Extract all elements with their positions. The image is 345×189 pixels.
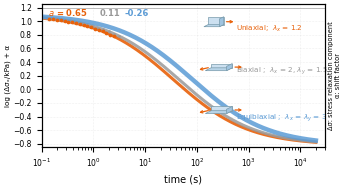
Point (81, 24, 87, 27)
Point (57, 18, 63, 21)
Point (63, 19, 68, 22)
Polygon shape (204, 25, 224, 27)
Point (69, 21, 75, 24)
Point (77, 23, 82, 26)
Polygon shape (205, 68, 232, 71)
Polygon shape (211, 106, 232, 111)
Point (111, 32, 117, 35)
Polygon shape (208, 17, 224, 25)
Point (96, 28, 102, 31)
Point (106, 30, 111, 33)
Polygon shape (205, 111, 232, 114)
Point (62, 19, 67, 22)
Point (92, 27, 98, 30)
X-axis label: time (s): time (s) (164, 175, 203, 185)
Point (111, 35, 117, 38)
Point (73, 22, 79, 25)
Text: $a$ = 0.65: $a$ = 0.65 (48, 7, 88, 19)
Point (79, 22, 85, 25)
Y-axis label: Δσ: stress relaxation component
α: shift factor: Δσ: stress relaxation component α: shift… (328, 21, 341, 130)
Text: 0.11: 0.11 (99, 9, 120, 19)
Point (89, 26, 94, 29)
Point (54, 18, 60, 21)
Polygon shape (227, 64, 232, 71)
Point (47, 17, 52, 20)
Polygon shape (227, 106, 232, 114)
Point (47, 17, 52, 20)
Point (84, 23, 90, 26)
Point (100, 28, 106, 31)
Point (90, 24, 95, 27)
Point (117, 35, 122, 38)
Y-axis label: log (Δσₓ/kPa) + α: log (Δσₓ/kPa) + α (4, 45, 11, 107)
Point (50, 18, 56, 21)
Point (108, 33, 113, 36)
Point (104, 31, 109, 34)
Point (66, 20, 71, 23)
Polygon shape (219, 17, 224, 27)
Text: Equibiaxial ;  $\lambda_x$ = $\lambda_y$ = 3: Equibiaxial ; $\lambda_x$ = $\lambda_y$ … (236, 113, 327, 124)
Point (52, 17, 58, 20)
Point (85, 25, 90, 28)
Point (73, 21, 79, 24)
Text: Uniaxial;  $\lambda_x$ = 1.2: Uniaxial; $\lambda_x$ = 1.2 (236, 23, 303, 34)
Point (100, 30, 106, 33)
Point (58, 19, 63, 22)
Point (95, 26, 100, 29)
Point (68, 20, 74, 23)
Text: Biaxial ;  $\lambda_x$ = 2, $\lambda_y$ = 1.5: Biaxial ; $\lambda_x$ = 2, $\lambda_y$ =… (236, 66, 328, 77)
Text: -0.26: -0.26 (125, 9, 149, 19)
Polygon shape (211, 64, 232, 68)
